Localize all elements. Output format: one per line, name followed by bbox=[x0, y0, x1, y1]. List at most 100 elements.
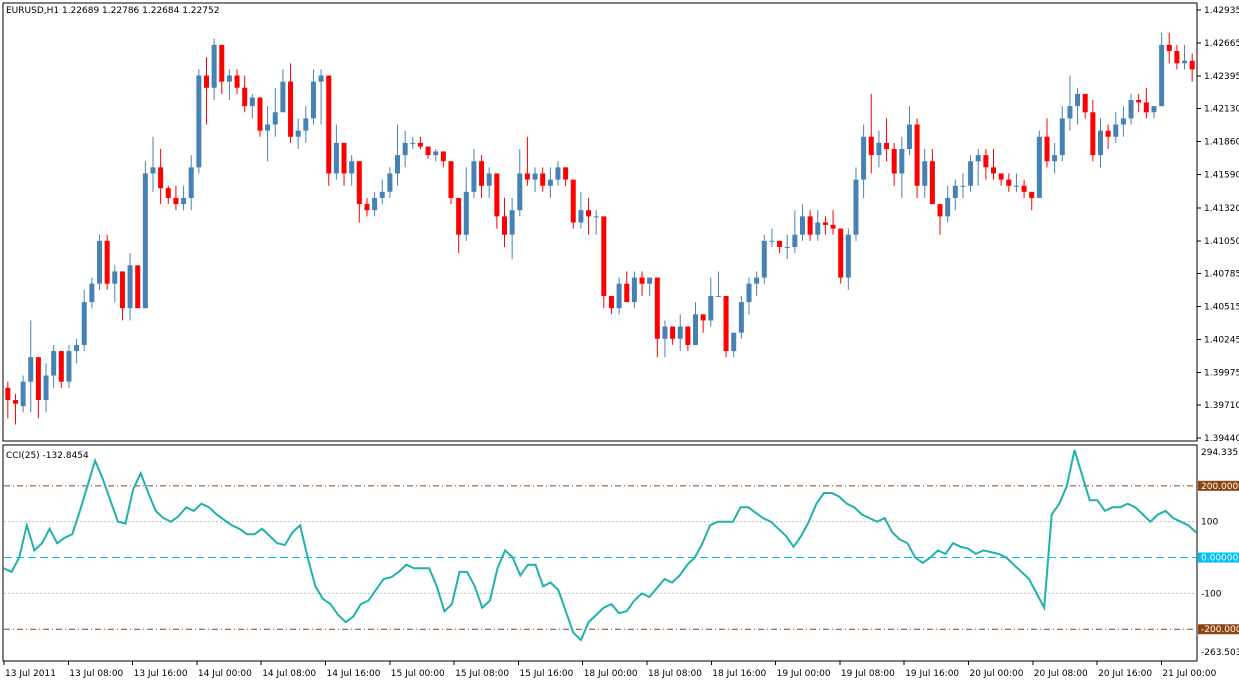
candle[interactable] bbox=[700, 314, 706, 333]
candle[interactable] bbox=[563, 167, 569, 186]
candle[interactable] bbox=[181, 185, 187, 211]
candle[interactable] bbox=[5, 381, 11, 419]
candle[interactable] bbox=[410, 136, 416, 149]
candle[interactable] bbox=[868, 93, 874, 174]
candle[interactable] bbox=[677, 314, 683, 352]
candle[interactable] bbox=[440, 151, 446, 168]
candle[interactable] bbox=[150, 136, 156, 192]
candle[interactable] bbox=[845, 228, 851, 290]
candle[interactable] bbox=[1174, 44, 1180, 70]
candle[interactable] bbox=[341, 142, 347, 186]
candle[interactable] bbox=[685, 326, 691, 352]
candle[interactable] bbox=[853, 167, 859, 241]
candle[interactable] bbox=[51, 344, 57, 388]
candle[interactable] bbox=[861, 124, 867, 198]
candle[interactable] bbox=[616, 277, 622, 315]
candle[interactable] bbox=[761, 234, 767, 284]
candle[interactable] bbox=[1021, 179, 1027, 198]
candle[interactable] bbox=[922, 148, 928, 198]
candle[interactable] bbox=[547, 167, 553, 198]
candle[interactable] bbox=[1006, 173, 1012, 192]
candle[interactable] bbox=[448, 161, 454, 205]
candle[interactable] bbox=[257, 97, 263, 137]
candle[interactable] bbox=[769, 228, 775, 247]
candle[interactable] bbox=[945, 185, 951, 223]
candle[interactable] bbox=[1082, 93, 1088, 119]
candle[interactable] bbox=[524, 136, 530, 186]
candle[interactable] bbox=[356, 161, 362, 223]
candle[interactable] bbox=[884, 118, 890, 162]
candle[interactable] bbox=[906, 106, 912, 156]
candle[interactable] bbox=[433, 148, 439, 162]
candle[interactable] bbox=[379, 179, 385, 205]
candle[interactable] bbox=[89, 277, 95, 309]
candle[interactable] bbox=[899, 136, 905, 198]
candle[interactable] bbox=[349, 155, 355, 186]
candle[interactable] bbox=[234, 69, 240, 94]
candle[interactable] bbox=[1052, 142, 1058, 174]
candle[interactable] bbox=[364, 197, 370, 217]
candle[interactable] bbox=[158, 148, 164, 205]
candle[interactable] bbox=[708, 277, 714, 327]
candle[interactable] bbox=[303, 106, 309, 143]
candle[interactable] bbox=[586, 197, 592, 235]
candle[interactable] bbox=[165, 185, 171, 205]
candle[interactable] bbox=[639, 271, 645, 296]
candle[interactable] bbox=[792, 210, 798, 254]
candle[interactable] bbox=[211, 38, 217, 101]
candle[interactable] bbox=[203, 57, 209, 125]
candle[interactable] bbox=[456, 197, 462, 254]
candle[interactable] bbox=[991, 148, 997, 180]
cci-series-line[interactable] bbox=[3, 449, 1197, 642]
candle[interactable] bbox=[1120, 106, 1126, 137]
candle[interactable] bbox=[601, 216, 607, 309]
candle[interactable] bbox=[104, 234, 110, 290]
candle[interactable] bbox=[1105, 124, 1111, 149]
candle[interactable] bbox=[486, 167, 492, 198]
candle[interactable] bbox=[395, 124, 401, 186]
candle[interactable] bbox=[310, 69, 316, 125]
candle[interactable] bbox=[135, 265, 141, 309]
candle[interactable] bbox=[968, 155, 974, 192]
candle[interactable] bbox=[517, 148, 523, 217]
candle[interactable] bbox=[265, 106, 271, 162]
candle[interactable] bbox=[402, 130, 408, 168]
candle[interactable] bbox=[372, 191, 378, 217]
candle[interactable] bbox=[631, 271, 637, 309]
candle[interactable] bbox=[288, 63, 294, 143]
candle[interactable] bbox=[226, 69, 232, 101]
candle[interactable] bbox=[608, 295, 614, 315]
candle[interactable] bbox=[43, 363, 49, 413]
candle[interactable] bbox=[838, 228, 844, 284]
candle[interactable] bbox=[1036, 130, 1042, 198]
candle[interactable] bbox=[937, 204, 943, 235]
candle[interactable] bbox=[654, 277, 660, 358]
candle[interactable] bbox=[914, 118, 920, 198]
candle[interactable] bbox=[532, 167, 538, 192]
candle[interactable] bbox=[1151, 106, 1157, 119]
candle[interactable] bbox=[28, 320, 34, 413]
candle[interactable] bbox=[983, 148, 989, 180]
candle[interactable] bbox=[952, 179, 958, 211]
candle[interactable] bbox=[249, 93, 255, 119]
candle[interactable] bbox=[112, 265, 118, 303]
candle[interactable] bbox=[1097, 118, 1103, 168]
candle[interactable] bbox=[417, 136, 423, 149]
candle[interactable] bbox=[387, 167, 393, 198]
candle[interactable] bbox=[501, 197, 507, 247]
candle[interactable] bbox=[463, 167, 469, 241]
candle[interactable] bbox=[1044, 118, 1050, 168]
candle[interactable] bbox=[173, 185, 179, 211]
candle[interactable] bbox=[1067, 75, 1073, 131]
candle[interactable] bbox=[670, 326, 676, 345]
candle[interactable] bbox=[754, 271, 760, 296]
candle[interactable] bbox=[975, 148, 981, 186]
candle[interactable] bbox=[1128, 93, 1134, 125]
candle[interactable] bbox=[196, 69, 202, 174]
candle[interactable] bbox=[127, 253, 133, 321]
candle[interactable] bbox=[242, 75, 248, 113]
candle[interactable] bbox=[715, 271, 721, 297]
candle[interactable] bbox=[74, 338, 80, 364]
candle[interactable] bbox=[738, 295, 744, 339]
candle[interactable] bbox=[593, 210, 599, 235]
